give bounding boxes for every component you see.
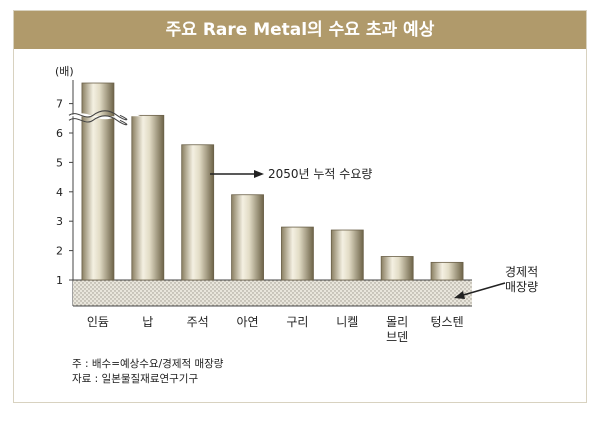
bar [380,256,414,281]
y-tick-label: 2 [56,245,63,258]
bar [131,114,165,281]
y-axis-label: (배) [55,65,74,78]
reserve-arrowhead [454,291,465,299]
reserve-annotation: 경제적 [505,265,538,279]
bar [181,144,215,281]
axis-break-line [68,110,128,121]
bar [330,229,364,281]
note-source: 자료 : 일본물질재료연구기구 [72,373,199,385]
x-tick-label: 구리 [286,315,308,329]
x-tick-label: 몰리 [386,315,408,329]
bar [281,226,314,281]
bar [231,194,264,281]
demand-arrowhead [254,170,264,178]
x-tick-label: 주석 [187,315,209,329]
y-tick-label: 1 [56,274,63,287]
x-tick-label: 브덴 [386,330,408,344]
y-tick-label: 6 [56,127,63,140]
x-tick-label: 인듐 [87,315,109,329]
demand-annotation: 2050년 누적 수요량 [268,167,372,181]
x-tick-label: 아연 [237,315,259,329]
y-tick-label: 5 [56,156,63,169]
bar [430,261,464,281]
axis-break-line [68,115,128,126]
y-tick-label: 3 [56,215,63,228]
x-tick-label: 니켈 [336,315,358,329]
y-tick-label: 4 [56,186,63,199]
reserve-band [73,280,472,306]
x-tick-label: 텅스텐 [431,315,464,329]
reserve-annotation: 매장량 [505,280,538,294]
y-tick-label: 7 [56,98,63,111]
x-tick-label: 납 [142,315,153,329]
chart-title: 주요 Rare Metal의 수요 초과 예상 [14,11,586,49]
note-ratio: 주 : 배수=예상수요/경제적 매장량 [72,358,224,370]
chart-notes: 주 : 배수=예상수요/경제적 매장량 자료 : 일본물질재료연구기구 [72,357,223,387]
reserve-arrow-line [459,282,506,297]
